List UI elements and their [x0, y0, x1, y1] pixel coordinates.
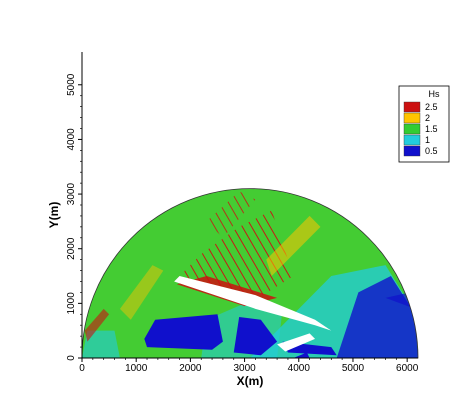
- patch-red-top: [206, 191, 256, 238]
- x-tick-label: 4000: [288, 363, 311, 374]
- breakwater-land: [174, 276, 332, 331]
- legend-swatch: [403, 145, 421, 157]
- legend-label: 2.5: [425, 102, 438, 112]
- y-tick-label: 5000: [66, 73, 77, 96]
- jetty-small: [293, 352, 310, 358]
- y-tick-label: 2000: [66, 237, 77, 260]
- patch-orange-left: [119, 265, 164, 320]
- y-ticks: 0 1000 2000 3000 4000 5000: [66, 73, 82, 361]
- legend-swatch: [403, 134, 421, 146]
- patch-orange-right: [266, 215, 321, 277]
- legend-swatch: [403, 101, 421, 113]
- legend-label: 1: [425, 135, 430, 145]
- x-tick-label: 0: [79, 363, 85, 374]
- channel-land: [277, 333, 316, 352]
- axes: 0 1000 2000 3000 4000 5000 6000 0 1000 2000 3000 4…: [47, 52, 419, 388]
- legend-label: 1.5: [425, 124, 438, 134]
- x-axis-title: X(m): [237, 374, 264, 388]
- legend-swatch: [403, 112, 421, 124]
- legend-label: 0.5: [425, 146, 438, 156]
- legend-swatch: [403, 123, 421, 135]
- legend-items: 2.521.510.5: [403, 101, 438, 157]
- legend-title: Hs: [429, 89, 440, 99]
- domain-outline: [81, 188, 419, 359]
- y-tick-label: 4000: [66, 128, 77, 151]
- x-tick-label: 1000: [125, 363, 148, 374]
- legend: Hs 2.521.510.5: [398, 85, 450, 163]
- y-tick-label: 0: [66, 355, 77, 361]
- x-tick-label: 6000: [396, 363, 419, 374]
- x-tick-label: 3000: [233, 363, 256, 374]
- y-tick-label: 3000: [66, 183, 77, 206]
- port-basin-left: [144, 314, 223, 350]
- x-ticks: 0 1000 2000 3000 4000 5000 6000: [79, 358, 419, 374]
- port-basin-middle: [233, 317, 278, 356]
- y-tick-label: 1000: [66, 292, 77, 315]
- x-tick-label: 2000: [179, 363, 202, 374]
- y-axis-title: Y(m): [47, 202, 61, 229]
- patch-red-leftedge: [84, 308, 110, 342]
- x-tick-label: 5000: [342, 363, 365, 374]
- patch-cyan-left: [82, 330, 120, 358]
- legend-label: 2: [425, 113, 430, 123]
- land-masks: [144, 276, 337, 358]
